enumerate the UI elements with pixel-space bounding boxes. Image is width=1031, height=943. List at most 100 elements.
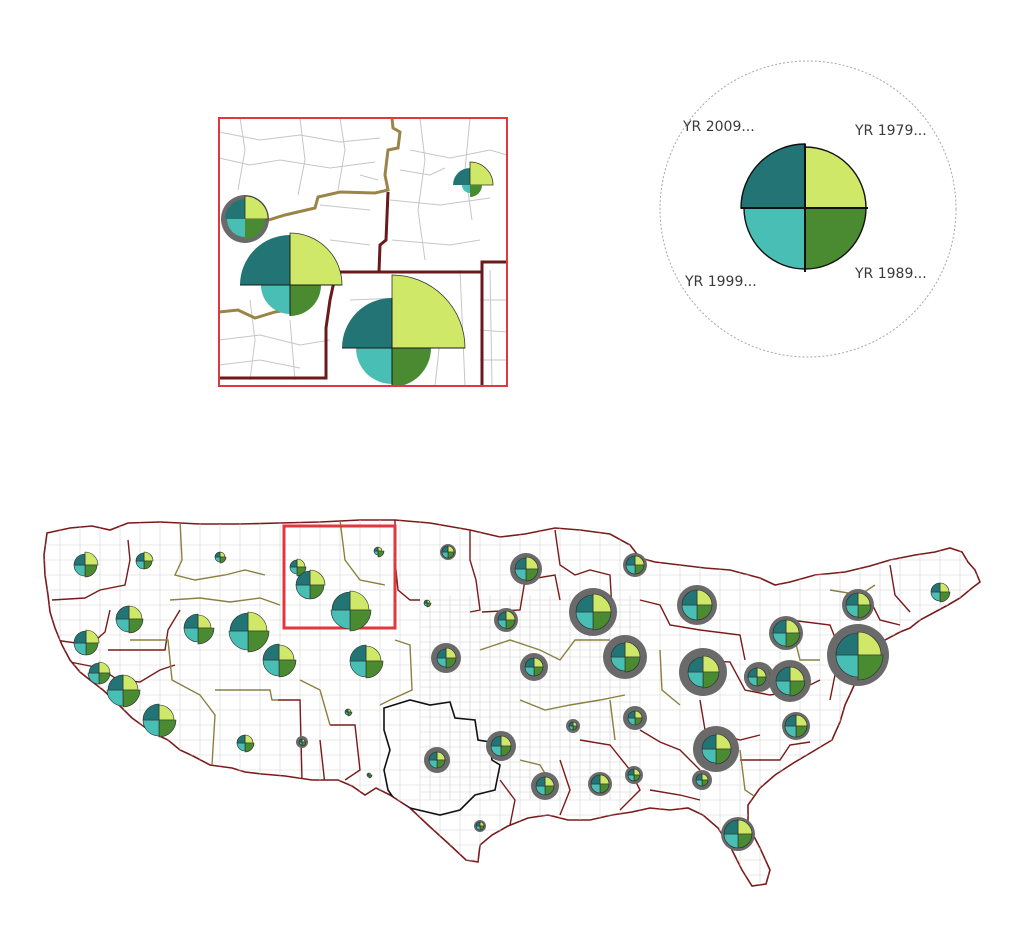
glyph-wedge-q1989 [525, 568, 539, 582]
map-glyph-layer [73, 544, 951, 851]
glyph-wedge-q2009 [229, 612, 249, 632]
glyph-mt-west [289, 558, 307, 577]
glyph-sd-dot [423, 599, 432, 608]
glyph-mi-up [623, 553, 647, 577]
legend-label-1989: YR 1989... [854, 266, 927, 282]
glyph-wedge-q2009 [331, 591, 351, 611]
glyph-wedge-q2009 [747, 667, 758, 678]
glyph-wedge-q2009 [610, 642, 626, 658]
glyph-wedge-q2009 [436, 648, 447, 659]
glyph-wedge-q2009 [772, 619, 787, 634]
glyph-nc [782, 712, 810, 740]
glyph-mt-mid [295, 569, 326, 600]
glyph-wedge-q2009 [497, 611, 507, 621]
legend-wedge-1989 [805, 208, 866, 269]
glyph-wedge-q2009 [349, 644, 367, 662]
glyph-wedge-q1989 [84, 564, 98, 578]
legend-label-2009: YR 2009... [682, 119, 755, 135]
glyph-wedge-q2009 [723, 819, 739, 835]
glyph-wedge-q2009 [627, 768, 635, 776]
glyph-wedge-q1999 [106, 689, 124, 707]
glyph-wedge-q2009 [88, 662, 100, 674]
glyph-wedge-q1979 [309, 569, 326, 586]
glyph-wedge-q1989 [715, 748, 732, 765]
glyph-ms [588, 772, 612, 796]
glyph-co [349, 644, 384, 679]
zoom-county-lines [219, 118, 507, 386]
glyph-ne [842, 589, 874, 621]
glyph-wedge-q1989 [445, 657, 457, 669]
glyph-wedge-q2009 [575, 594, 594, 613]
glyph-or-north [115, 605, 144, 634]
glyph-wedge-q1989 [349, 609, 372, 632]
glyph-wedge-q2009 [344, 708, 349, 713]
glyph-id-north [214, 551, 227, 564]
glyph-tx-n [531, 772, 559, 800]
glyph-wedge-q2009 [73, 553, 86, 566]
glyph-chicago [569, 588, 617, 636]
glyph-me [930, 582, 951, 603]
glyph-wedge-q2009 [775, 666, 791, 682]
glyph-wedge-q1999 [87, 672, 100, 685]
legend-wedge-1999 [744, 208, 805, 269]
legend-wedge-2009 [741, 144, 805, 208]
glyph-nd [373, 546, 385, 558]
glyph-nm-dot [366, 772, 373, 779]
glyph-wedge-q1989 [347, 711, 353, 717]
glyph-wedge-q1999 [330, 609, 351, 630]
glyph-ia [431, 643, 461, 673]
glyph-la-dot [474, 820, 486, 832]
glyph-wedge-q1989 [278, 659, 297, 678]
glyph-wedge-q1979 [84, 551, 99, 566]
glyph-ca-south [142, 703, 177, 738]
glyph-wedge-q2009 [845, 592, 859, 606]
glyph-mn-nw [440, 544, 456, 560]
glyph-wedge-q2009 [142, 703, 160, 721]
glyph-wedge-q1989 [939, 591, 951, 603]
glyph-wedge-q2009 [289, 559, 298, 568]
glyph-wedge-q1979 [349, 590, 370, 611]
glyph-ks-dot [296, 736, 308, 748]
glyph-wedge-q2009 [524, 657, 535, 668]
glyph-wedge-q1989 [505, 619, 516, 630]
glyph-wedge-q1989 [702, 671, 720, 689]
glyph-mo [520, 653, 548, 681]
glyph-wedge-q1989 [158, 719, 177, 738]
glyph-wedge-q1999 [228, 630, 249, 651]
glyph-wedge-q2009 [835, 632, 859, 656]
glyph-oh [679, 648, 727, 696]
glyph-fl [721, 817, 755, 851]
zoom-glyphs [221, 161, 494, 387]
glyph-wedge-q1989 [592, 611, 612, 631]
glyph-wedge-q2009 [627, 710, 636, 719]
glyph-wedge-q1989 [368, 774, 373, 779]
glyph-wedge-q2009 [115, 605, 130, 620]
glyph-wedge-q2009 [568, 721, 574, 727]
glyph-wedge-q2009 [514, 557, 527, 570]
glyph-az [236, 734, 255, 753]
glyph-wedge-q1989 [219, 556, 227, 564]
glyph-wedge-q2009 [183, 613, 199, 629]
map-selection-box [282, 524, 397, 630]
glyph-wedge-q1989 [857, 604, 872, 619]
glyph-wedge-q2009 [681, 589, 698, 606]
glyph-wedge-q1979 [857, 631, 882, 656]
glyph-ga-south [623, 706, 647, 730]
zoom-glyph-left [221, 195, 269, 243]
glyph-wedge-q2009 [107, 674, 124, 691]
glyph-tx-s [567, 720, 579, 732]
glyph-al [625, 766, 643, 784]
glyph-wedge-q1989 [426, 602, 432, 608]
glyph-wedge-q1989 [377, 550, 385, 558]
glyph-wedge-q1989 [128, 618, 144, 634]
zoom-inset [218, 117, 508, 387]
zoom-glyph-large [342, 274, 466, 387]
glyph-wedge-q1989 [247, 630, 270, 653]
glyph-wedge-q1999 [142, 719, 160, 737]
glyph-wedge-q2009 [298, 738, 303, 743]
glyph-wv [744, 664, 770, 690]
glyph-wedge-q2009 [930, 582, 941, 593]
glyph-wedge-q2009 [135, 552, 145, 562]
glyph-id-mid [183, 613, 215, 645]
glyph-mi-south [677, 585, 717, 625]
